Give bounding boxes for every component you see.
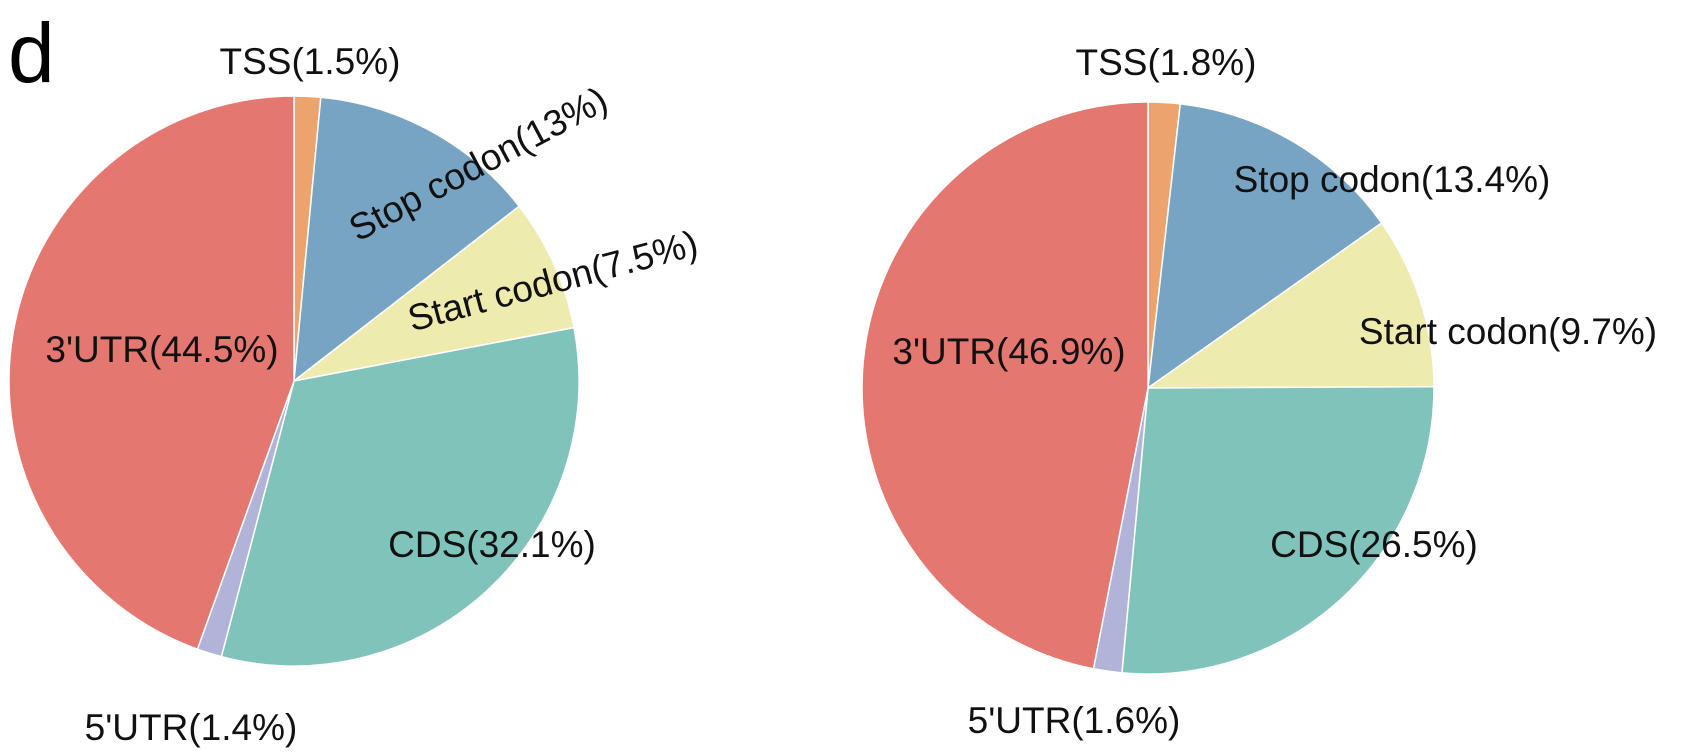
pie-slice-stop-codon <box>293 96 521 383</box>
slice-label-5utr: 5'UTR(1.4%) <box>85 707 298 748</box>
slice-label-3utr: 3'UTR(44.5%) <box>45 329 278 370</box>
slice-label-cds: CDS(26.5%) <box>1270 524 1478 565</box>
pie-chart-right: TSS(1.8%) Stop codon(13.4%) Start codon(9.… <box>861 42 1657 741</box>
pie-slice-start-codon <box>1145 221 1435 389</box>
pie-slice-3utr <box>861 101 1149 670</box>
pie-slice-cds <box>220 326 580 667</box>
slice-label-cds: CDS(32.1%) <box>388 524 596 565</box>
slice-label-tss: TSS(1.8%) <box>1076 42 1257 83</box>
slice-label-tss: TSS(1.5%) <box>220 41 401 82</box>
pie-slice-start-codon <box>293 205 575 382</box>
slice-label-start-codon: Start codon(9.7%) <box>1359 311 1657 352</box>
slice-label-3utr: 3'UTR(46.9%) <box>892 331 1125 372</box>
pie-slice-3utr <box>8 95 295 651</box>
slice-label-5utr: 5'UTR(1.6%) <box>968 700 1181 741</box>
pie-chart-left: TSS(1.5%)Stop codon(13%)Start codon(7.5%… <box>8 41 702 748</box>
slice-label-stop-codon: Stop codon(13.4%) <box>1234 159 1551 200</box>
pie-slice-cds <box>1121 385 1435 675</box>
panel-label: d <box>8 6 55 100</box>
pie-slice-stop-codon <box>1147 102 1383 390</box>
